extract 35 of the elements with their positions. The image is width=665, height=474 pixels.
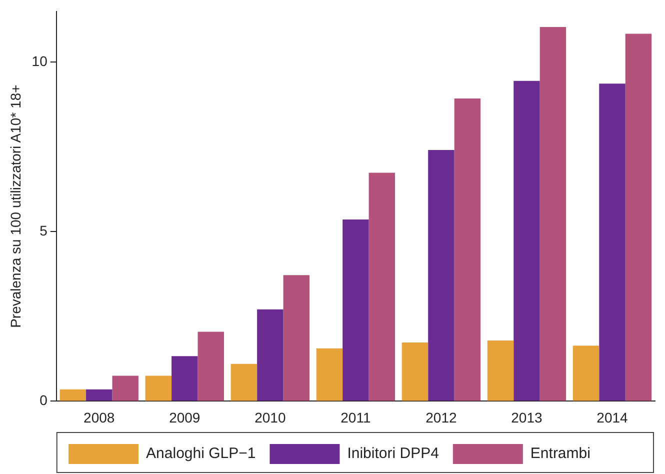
bar (230, 364, 258, 401)
bar (540, 26, 566, 401)
bar (172, 356, 198, 401)
legend-label: Inibitori DPP4 (347, 445, 439, 462)
x-tick-label: 2008 (84, 409, 115, 426)
legend-label: Entrambi (530, 445, 590, 462)
bar (402, 342, 428, 401)
x-tick-label: 2013 (511, 409, 543, 426)
bar (572, 346, 600, 401)
y-tick-label: 5 (40, 222, 48, 239)
y-axis-title: Prevalenza su 100 utilizzatori A10* 18+ (7, 84, 24, 328)
y-tick-label: 10 (32, 53, 48, 70)
bar (428, 150, 454, 401)
bar (60, 389, 86, 401)
x-tick-label: 2010 (254, 409, 286, 426)
bar (342, 220, 369, 401)
bar (145, 376, 172, 401)
bar (86, 389, 112, 401)
bar (625, 34, 652, 401)
bar (257, 309, 284, 401)
bar (487, 340, 514, 401)
bar (283, 275, 310, 401)
bar (514, 80, 540, 401)
bar (112, 376, 138, 401)
bar (454, 98, 481, 401)
x-tick-label: 2012 (426, 409, 457, 426)
x-tick-label: 2014 (596, 409, 628, 426)
bar (368, 172, 396, 401)
y-tick-label: 0 (40, 392, 48, 408)
bar (198, 332, 224, 401)
x-tick-label: 2009 (169, 409, 200, 426)
legend-label: Analoghi GLP−1 (146, 445, 256, 462)
bar (599, 84, 626, 401)
bar (316, 348, 343, 401)
x-tick-label: 2011 (340, 409, 371, 426)
